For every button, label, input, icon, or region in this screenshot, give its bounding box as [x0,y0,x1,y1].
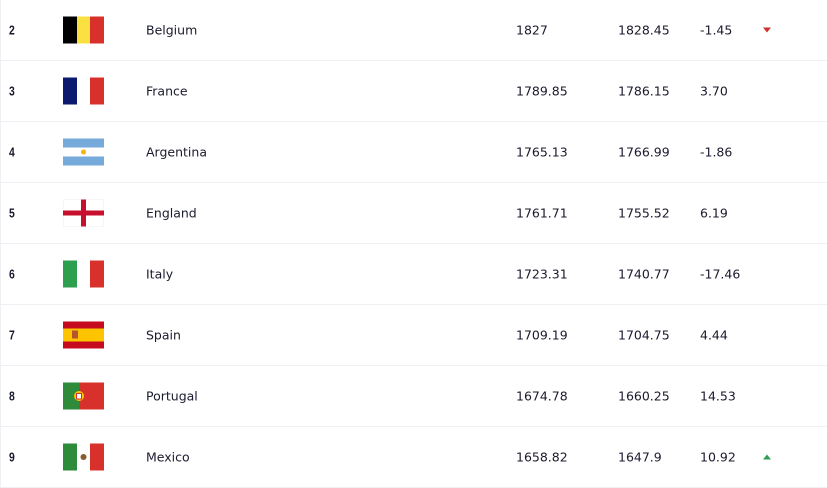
table-row[interactable]: 6 Italy 1723.31 1740.77 -17.46 [1,244,827,305]
total-points: 1658.82 [516,449,568,465]
table-row[interactable]: 4 Argentina 1765.13 1766.99 -1.86 [1,122,827,183]
total-points: 1765.13 [516,144,568,160]
total-points: 1723.31 [516,266,568,282]
rank: 8 [9,388,15,404]
rank: 4 [9,144,15,160]
points-change: 14.53 [700,388,736,404]
previous-points: 1647.9 [618,449,662,465]
trend-down-icon [763,27,771,33]
total-points: 1789.85 [516,83,568,99]
argentina-flag-icon [63,138,104,166]
total-points: 1761.71 [516,205,568,221]
spain-flag-icon [63,321,104,349]
points-change: -1.45 [700,22,733,38]
rank: 2 [9,22,15,38]
country-name[interactable]: Italy [146,266,174,282]
italy-flag-icon [63,260,104,288]
mexico-flag-icon [63,443,104,471]
country-name[interactable]: Spain [146,327,181,343]
points-change: 3.70 [700,83,728,99]
table-row[interactable]: 2 Belgium 1827 1828.45 -1.45 [1,0,827,61]
table-row[interactable]: 5 England 1761.71 1755.52 6.19 [1,183,827,244]
previous-points: 1786.15 [618,83,670,99]
points-change: 4.44 [700,327,728,343]
table-row[interactable]: 9 Mexico 1658.82 1647.9 10.92 [1,427,827,488]
rank: 9 [9,449,15,465]
points-change: -1.86 [700,144,733,160]
points-change: 6.19 [700,205,728,221]
portugal-flag-icon [63,382,104,410]
rank: 7 [9,327,15,343]
table-row[interactable]: 8 Portugal 1674.78 1660.25 14.53 [1,366,827,427]
previous-points: 1740.77 [618,266,670,282]
rank: 3 [9,83,15,99]
total-points: 1709.19 [516,327,568,343]
country-name[interactable]: France [146,83,188,99]
previous-points: 1755.52 [618,205,670,221]
table-row[interactable]: 7 Spain 1709.19 1704.75 4.44 [1,305,827,366]
country-name[interactable]: England [146,205,197,221]
trend-up-icon [763,454,771,460]
rank: 6 [9,266,15,282]
country-name[interactable]: Belgium [146,22,198,38]
england-flag-icon [63,199,104,227]
points-change: 10.92 [700,449,736,465]
table-row[interactable]: 3 France 1789.85 1786.15 3.70 [1,61,827,122]
points-change: -17.46 [700,266,741,282]
france-flag-icon [63,77,104,105]
previous-points: 1660.25 [618,388,670,404]
country-name[interactable]: Portugal [146,388,198,404]
total-points: 1827 [516,22,548,38]
country-name[interactable]: Argentina [146,144,207,160]
total-points: 1674.78 [516,388,568,404]
previous-points: 1766.99 [618,144,670,160]
belgium-flag-icon [63,16,104,44]
previous-points: 1828.45 [618,22,670,38]
previous-points: 1704.75 [618,327,670,343]
rank: 5 [9,205,15,221]
country-name[interactable]: Mexico [146,449,190,465]
